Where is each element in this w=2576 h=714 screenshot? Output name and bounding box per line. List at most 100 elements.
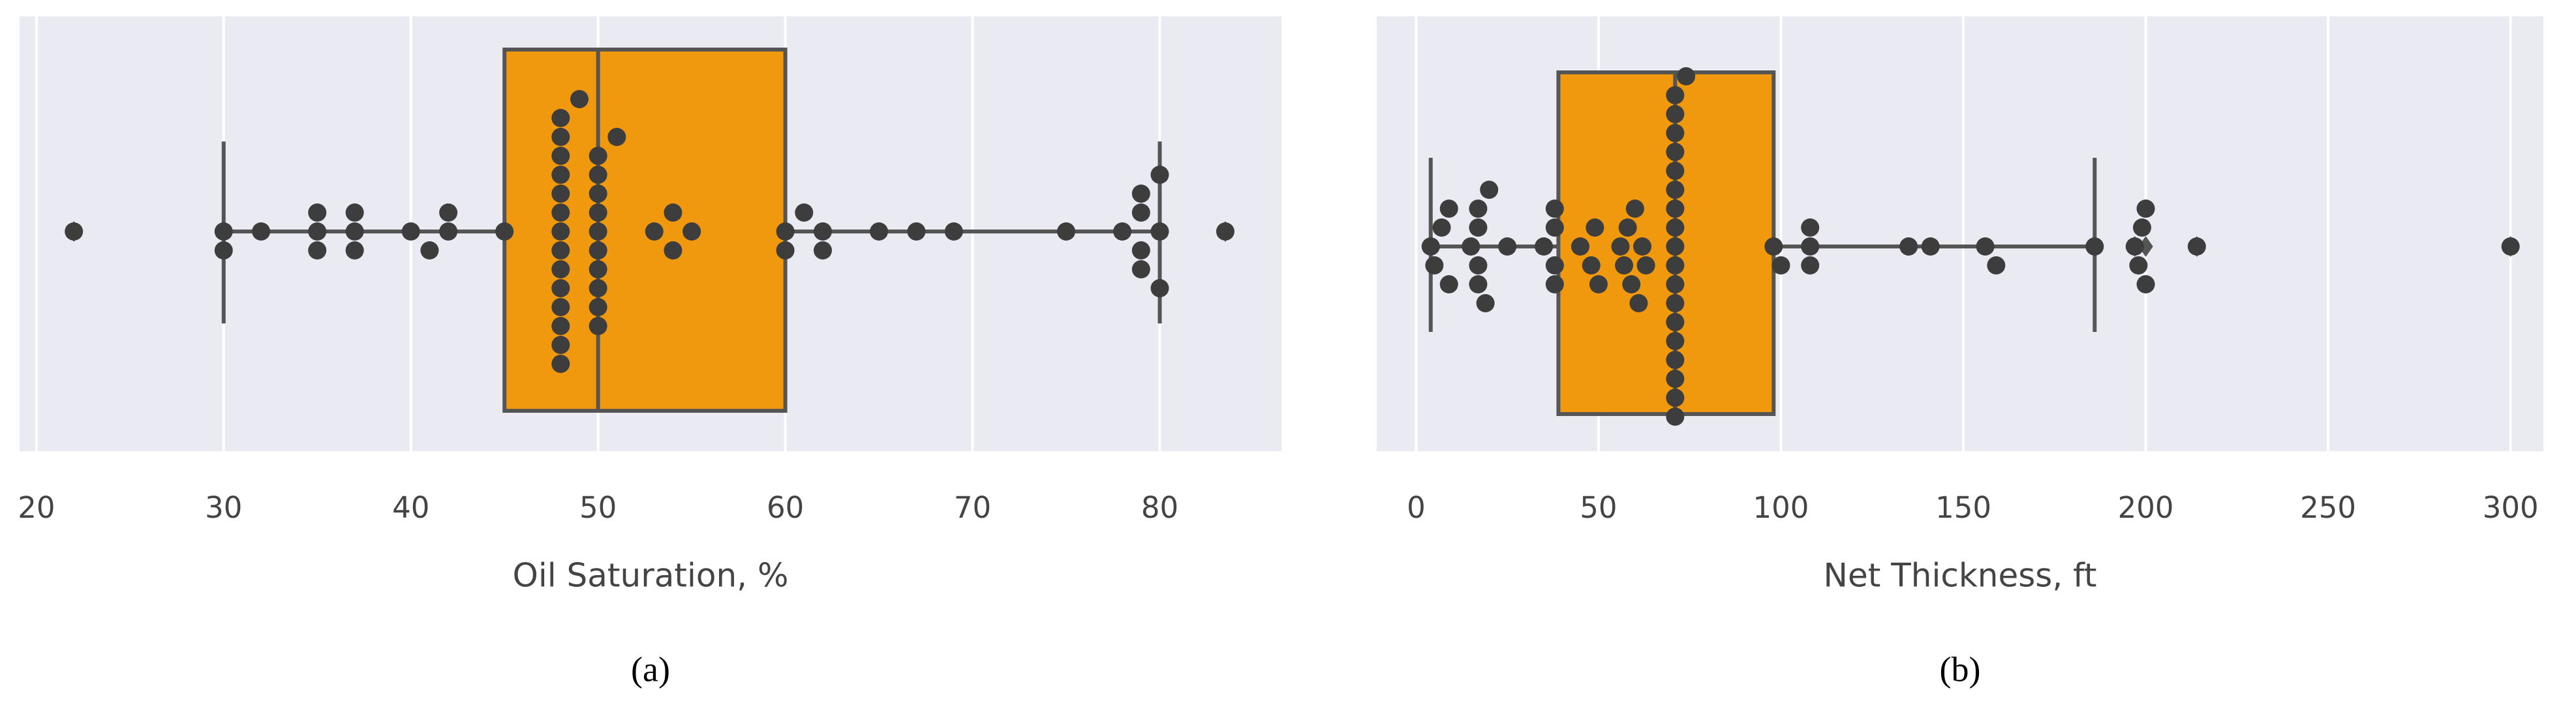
data-point xyxy=(1545,218,1564,237)
data-point xyxy=(1801,256,1820,275)
data-point xyxy=(1622,275,1641,293)
data-point xyxy=(1582,256,1601,275)
data-point xyxy=(645,222,664,241)
data-point xyxy=(1589,275,1608,293)
data-point xyxy=(1131,185,1150,203)
data-point xyxy=(795,203,814,222)
data-point xyxy=(1666,370,1685,388)
data-point xyxy=(551,241,570,260)
x-tick-label: 50 xyxy=(1580,490,1617,525)
data-point xyxy=(1801,237,1820,256)
data-point xyxy=(345,222,364,241)
data-point xyxy=(570,90,589,108)
data-point xyxy=(813,241,832,260)
x-tick-label: 250 xyxy=(2300,490,2356,525)
data-point xyxy=(1462,237,1480,256)
x-tick-label: 150 xyxy=(1935,490,1991,525)
data-point xyxy=(589,203,607,222)
data-point xyxy=(589,279,607,297)
data-point xyxy=(589,260,607,278)
x-tick-label: 30 xyxy=(205,490,242,525)
x-tick-label: 80 xyxy=(1141,490,1178,525)
data-point xyxy=(2132,218,2151,237)
data-point xyxy=(1771,256,1790,275)
data-point xyxy=(1498,237,1517,256)
data-point xyxy=(1666,105,1685,123)
data-point xyxy=(551,147,570,165)
x-tick-label: 50 xyxy=(579,490,617,525)
flier xyxy=(2138,236,2153,257)
data-point xyxy=(1666,332,1685,350)
data-point xyxy=(214,241,233,260)
data-point xyxy=(1535,237,1554,256)
data-point xyxy=(1666,389,1685,407)
data-point xyxy=(2129,256,2148,275)
data-point xyxy=(1421,237,1440,256)
data-point xyxy=(1666,143,1685,161)
data-point xyxy=(2085,237,2104,256)
data-point xyxy=(1150,166,1169,184)
data-point xyxy=(495,222,514,241)
data-point xyxy=(252,222,271,241)
data-point xyxy=(1545,275,1564,293)
data-point xyxy=(1666,351,1685,369)
caption: (a) xyxy=(631,649,670,689)
data-point xyxy=(1469,275,1488,293)
data-point xyxy=(1586,218,1604,237)
data-point xyxy=(1432,218,1451,237)
data-point xyxy=(551,279,570,297)
data-point xyxy=(1469,200,1488,218)
data-point xyxy=(682,222,701,241)
data-point xyxy=(589,147,607,165)
data-point xyxy=(944,222,963,241)
data-point xyxy=(420,241,439,260)
data-point xyxy=(1113,222,1132,241)
x-tick-label: 100 xyxy=(1753,490,1809,525)
x-tick-label: 300 xyxy=(2483,490,2539,525)
data-point xyxy=(2187,237,2206,256)
data-point xyxy=(1666,275,1685,293)
data-point xyxy=(2125,237,2144,256)
data-point xyxy=(664,241,682,260)
data-point xyxy=(813,222,832,241)
data-point xyxy=(439,203,458,222)
data-point xyxy=(1625,200,1644,218)
data-point xyxy=(345,203,364,222)
data-point xyxy=(551,298,570,316)
x-tick-label: 60 xyxy=(767,490,804,525)
data-point xyxy=(1611,237,1630,256)
data-point xyxy=(1677,67,1696,85)
data-point xyxy=(308,203,327,222)
data-point xyxy=(1987,256,2006,275)
data-point xyxy=(1666,218,1685,237)
data-point xyxy=(1666,408,1685,426)
data-point xyxy=(1666,256,1685,275)
data-point xyxy=(607,128,626,146)
data-point xyxy=(1425,256,1444,275)
data-point xyxy=(308,241,327,260)
data-point xyxy=(664,203,682,222)
data-point xyxy=(589,298,607,316)
data-point xyxy=(1976,237,1995,256)
data-point xyxy=(551,203,570,222)
box xyxy=(502,48,788,413)
data-point xyxy=(1801,218,1820,237)
data-point xyxy=(1476,294,1495,312)
data-point xyxy=(776,241,795,260)
x-tick-label: 40 xyxy=(392,490,429,525)
data-point xyxy=(2136,275,2155,293)
x-tick-label: 70 xyxy=(954,490,991,525)
x-tick-label: 0 xyxy=(1407,490,1426,525)
data-point xyxy=(1615,256,1634,275)
data-point xyxy=(1439,200,1458,218)
data-point xyxy=(1150,222,1169,241)
data-point xyxy=(551,317,570,335)
data-point xyxy=(214,222,233,241)
x-tick-label: 20 xyxy=(18,490,55,525)
data-point xyxy=(2501,237,2520,256)
data-point xyxy=(65,222,84,241)
data-point xyxy=(551,336,570,354)
data-point xyxy=(551,260,570,278)
caption: (b) xyxy=(1940,649,1981,689)
data-point xyxy=(1131,241,1150,260)
